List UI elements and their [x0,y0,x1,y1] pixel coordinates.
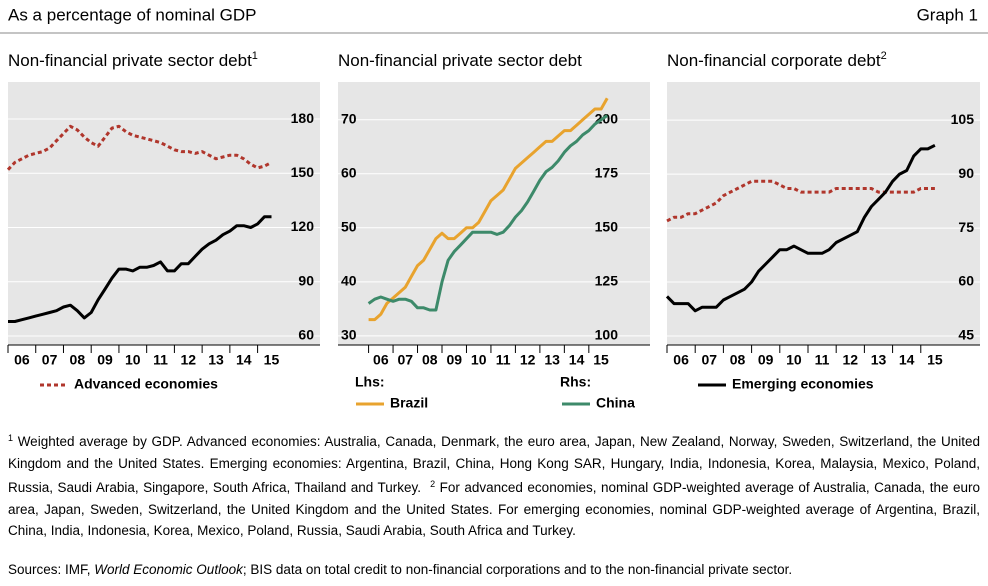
graph-label: Graph 1 [917,5,978,24]
x-tick-label: 10 [786,352,802,368]
series-line [666,179,935,223]
plot-background [8,82,320,345]
y-tick-label: 60 [341,165,357,181]
panel-title-text: Non-financial corporate debt [667,51,881,70]
header-title: As a percentage of nominal GDP [8,5,257,24]
note-text: Weighted average by GDP. Advanced econom… [8,434,980,495]
y-tick-label: 70 [341,111,357,127]
y-tick-label: 50 [341,219,357,235]
y-tick-label: 105 [951,111,975,127]
y2-tick-label: 175 [595,165,619,181]
x-tick-label: 14 [569,352,585,368]
y2-tick-label: 100 [595,327,619,343]
x-tick-label: 10 [125,352,141,368]
legend-label: Emerging economies [732,376,874,392]
series-line [6,124,273,171]
legend-label: Advanced economies [74,376,218,392]
sources-prefix: Sources: IMF, [8,562,95,577]
x-tick-label: 15 [927,352,943,368]
x-tick-label: 09 [97,352,113,368]
x-tick-label: 08 [70,352,86,368]
x-tick-label: 08 [422,352,438,368]
series-line [367,114,609,312]
y-tick-label: 60 [958,273,974,289]
y-tick-label: 90 [298,272,314,288]
sources-title: World Economic Outlook [94,562,243,577]
note-marker: 1 [8,433,14,443]
x-tick-label: 09 [446,352,462,368]
y-tick-label: 60 [298,327,314,343]
plot-background [667,82,980,345]
x-tick-label: 06 [373,352,389,368]
x-tick-label: 14 [236,352,252,368]
x-tick-label: 11 [496,352,511,368]
y-tick-label: 120 [291,218,315,234]
x-tick-label: 06 [673,352,689,368]
panel-title: Non-financial private sector debt [338,51,582,70]
x-tick-label: 15 [264,352,280,368]
x-tick-label: 15 [593,352,609,368]
y-tick-label: 90 [958,165,974,181]
y-tick-label: 150 [291,164,315,180]
footnotes: 1 Weighted average by GDP. Advanced econ… [8,428,980,542]
x-tick-label: 13 [208,352,224,368]
y-tick-label: 45 [958,327,974,343]
y2-tick-label: 125 [595,273,619,289]
series-line [8,215,272,323]
note-marker: 2 [430,479,436,489]
x-tick-label: 13 [544,352,560,368]
sources: Sources: IMF, World Economic Outlook; BI… [8,562,792,577]
series-line [368,97,609,322]
panel-title-text: Non-financial private sector debt [338,51,582,70]
legend-group-label: Rhs: [560,374,591,390]
x-tick-label: 07 [42,352,58,368]
y2-tick-label: 150 [595,219,619,235]
y-tick-label: 180 [291,110,315,126]
legend-label: Brazil [390,395,428,411]
x-tick-label: 07 [702,352,718,368]
x-tick-label: 07 [398,352,414,368]
y2-tick-label: 200 [595,111,619,127]
title-note: 1 [252,50,258,62]
x-tick-label: 12 [180,352,196,368]
legend-group-label: Lhs: [355,374,385,390]
sources-rest: ; BIS data on total credit to non-financ… [242,562,793,577]
panel-title: Non-financial corporate debt2 [667,50,887,71]
x-tick-label: 10 [471,352,487,368]
y-tick-label: 40 [341,273,357,289]
legend-label: China [596,395,635,411]
x-tick-label: 12 [520,352,536,368]
note-text: For advanced economies, nominal GDP-weig… [8,480,980,538]
panel-title: Non-financial private sector debt1 [8,50,258,71]
x-tick-label: 13 [871,352,887,368]
y-tick-label: 30 [341,327,357,343]
x-tick-label: 14 [899,352,915,368]
x-tick-label: 08 [730,352,746,368]
x-tick-label: 12 [842,352,858,368]
x-tick-label: 09 [758,352,774,368]
x-tick-label: 11 [815,352,830,368]
series-line [665,143,936,313]
x-tick-label: 06 [14,352,30,368]
x-tick-label: 11 [153,352,168,368]
title-note: 2 [881,50,887,62]
y-tick-label: 75 [958,219,974,235]
panel-title-text: Non-financial private sector debt [8,51,252,70]
